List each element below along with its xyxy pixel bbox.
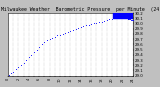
Point	[51, 37, 53, 38]
Point	[132, 20, 134, 21]
Point	[46, 39, 48, 41]
Point	[125, 18, 127, 19]
Point	[25, 59, 28, 61]
Point	[121, 17, 124, 18]
Point	[38, 46, 40, 48]
Point	[43, 41, 46, 42]
Point	[98, 22, 100, 23]
Point	[112, 18, 115, 19]
Point	[30, 54, 33, 56]
Point	[80, 26, 82, 27]
Point	[126, 18, 129, 19]
Point	[125, 18, 128, 19]
Point	[108, 19, 111, 20]
Point	[74, 28, 77, 29]
Point	[67, 31, 69, 33]
Point	[115, 17, 118, 18]
Point	[120, 17, 123, 18]
Point	[87, 24, 90, 25]
Point	[119, 17, 122, 18]
Point	[103, 20, 105, 22]
Point	[123, 17, 125, 18]
Point	[82, 25, 85, 26]
Point	[64, 32, 67, 34]
Point	[69, 30, 72, 31]
Point	[112, 18, 114, 19]
Point	[56, 35, 59, 36]
Point	[129, 19, 132, 20]
Bar	[113, 12, 133, 18]
Point	[15, 69, 17, 70]
Point	[35, 49, 38, 50]
Point	[95, 22, 98, 24]
Point	[128, 19, 131, 20]
Point	[8, 74, 10, 75]
Point	[114, 17, 117, 18]
Point	[77, 27, 80, 28]
Text: Milwaukee Weather  Barometric Pressure  per Minute  (24 Hours): Milwaukee Weather Barometric Pressure pe…	[0, 7, 160, 12]
Point	[40, 44, 43, 45]
Point	[22, 62, 25, 64]
Point	[127, 18, 130, 19]
Point	[9, 72, 12, 74]
Point	[116, 17, 119, 18]
Point	[28, 57, 30, 58]
Point	[111, 18, 113, 19]
Point	[106, 19, 108, 21]
Point	[100, 21, 103, 23]
Point	[72, 29, 74, 30]
Point	[20, 65, 22, 66]
Point	[119, 17, 121, 18]
Point	[59, 34, 61, 36]
Point	[61, 33, 64, 35]
Point	[117, 17, 119, 18]
Point	[17, 67, 20, 68]
Point	[118, 17, 120, 18]
Point	[33, 51, 35, 52]
Point	[92, 23, 95, 24]
Point	[85, 24, 87, 26]
Point	[130, 19, 132, 21]
Point	[54, 36, 56, 37]
Point	[131, 19, 133, 21]
Point	[90, 23, 92, 25]
Point	[122, 17, 124, 18]
Point	[48, 38, 51, 40]
Point	[113, 17, 116, 18]
Point	[124, 17, 126, 18]
Point	[12, 71, 15, 72]
